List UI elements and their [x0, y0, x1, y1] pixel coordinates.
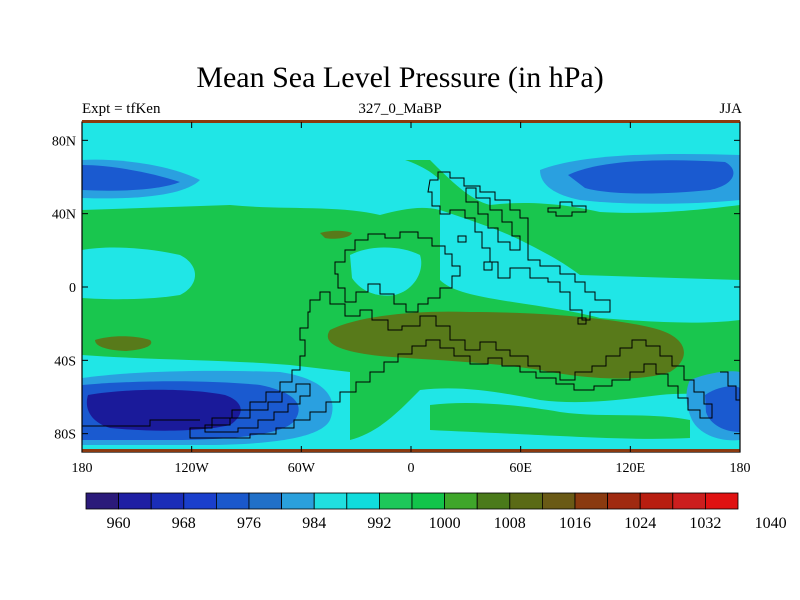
field-low-north-west — [82, 165, 180, 191]
field-olive-west — [95, 336, 152, 351]
coastlines — [82, 171, 740, 439]
colorbar-swatch — [574, 492, 608, 510]
field-cyan-tropics — [440, 210, 740, 323]
field-olive-high — [327, 311, 684, 379]
colorbar-swatch — [444, 492, 478, 510]
colorbar-label: 976 — [237, 515, 261, 532]
colorbar-label: 1008 — [494, 515, 526, 532]
x-tick-label: 180 — [730, 461, 751, 476]
pressure-field — [82, 122, 740, 452]
colorbar-label: 984 — [302, 515, 326, 532]
colorbar-label: 1016 — [559, 515, 591, 532]
colorbar-swatch — [215, 492, 250, 510]
field-green-south-patch — [430, 402, 690, 439]
map-title: Mean Sea Level Pressure (in hPa) — [196, 61, 604, 94]
colorbar-swatch — [85, 492, 119, 510]
colorbar-swatch — [281, 492, 315, 510]
x-tick-label: 120E — [616, 461, 646, 476]
coast-gondwana — [189, 291, 713, 439]
colorbar-swatch — [378, 492, 413, 510]
field-low-south-east — [705, 386, 740, 432]
field-olive-north — [320, 230, 352, 239]
colorbar-swatch — [672, 492, 706, 510]
colorbar-swatch — [509, 492, 543, 510]
season-label: JJA — [719, 101, 742, 117]
coast-inner-north — [465, 187, 521, 251]
top-edge-strip — [82, 120, 740, 123]
x-tick-label: 120W — [175, 461, 210, 476]
colorbar-labels: 960 968 976 984 992 1000 1008 1016 1024 1032 1040 — [107, 515, 787, 532]
experiment-label: Expt = tfKen — [82, 101, 161, 117]
coast-east-strip — [720, 371, 740, 401]
coast-inner-south — [204, 383, 311, 433]
field-cyan-north-2 — [82, 147, 440, 215]
y-tick-labels: 80N 40N 0 40S 80S — [52, 134, 76, 442]
colorbar-label: 960 — [107, 515, 131, 532]
y-tick-label: 0 — [69, 281, 76, 296]
colorbar-swatch — [607, 492, 641, 510]
x-tick-labels: 180 120W 60W 0 60E 120E 180 — [72, 461, 751, 476]
y-tick-label: 40S — [54, 354, 76, 369]
field-low-north-east — [568, 160, 734, 194]
colorbar-label: 1040 — [755, 515, 787, 532]
coast-island-small-2 — [483, 261, 493, 271]
coast-island-small-1 — [457, 235, 467, 243]
axis-ticks — [81, 122, 741, 452]
colorbar-swatch — [542, 492, 576, 510]
time-label: 327_0_MaBP — [358, 101, 442, 117]
y-tick-label: 80S — [54, 428, 76, 443]
colorbar-swatch — [118, 492, 152, 510]
field-cyan-west — [82, 247, 195, 300]
x-tick-label: 0 — [408, 461, 415, 476]
coast-north-east — [427, 171, 611, 321]
y-tick-label: 80N — [52, 134, 76, 149]
colorbar-label: 992 — [367, 515, 391, 532]
coast-west-ocean-line — [82, 419, 200, 427]
colorbar-swatch — [150, 492, 185, 510]
colorbar-label: 1000 — [429, 515, 461, 532]
coast-island-small-3 — [577, 317, 587, 325]
colorbar-swatch — [411, 492, 445, 510]
colorbar-swatch — [313, 492, 348, 510]
coast-central-north — [334, 231, 461, 313]
colorbar-label: 1024 — [624, 515, 656, 532]
x-tick-label: 60W — [288, 461, 316, 476]
x-tick-label: 60E — [509, 461, 532, 476]
y-tick-label: 40N — [52, 208, 76, 223]
colorbar-swatch — [346, 492, 380, 510]
colorbar-swatch — [639, 492, 674, 510]
field-deep-low-south-west — [86, 389, 241, 431]
colorbar-swatch — [476, 492, 511, 510]
colorbar-label: 968 — [172, 515, 196, 532]
coast-island-north — [547, 201, 587, 217]
x-tick-label: 180 — [72, 461, 93, 476]
colorbar-swatch — [705, 492, 739, 510]
colorbar-label: 1032 — [689, 515, 721, 532]
colorbar-swatch — [183, 492, 217, 510]
colorbar — [85, 492, 739, 510]
colorbar-swatch — [248, 492, 282, 510]
